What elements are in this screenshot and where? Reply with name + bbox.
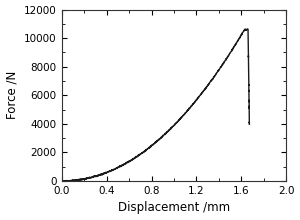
Y-axis label: Force /N: Force /N	[6, 71, 19, 119]
X-axis label: Displacement /mm: Displacement /mm	[118, 202, 230, 214]
